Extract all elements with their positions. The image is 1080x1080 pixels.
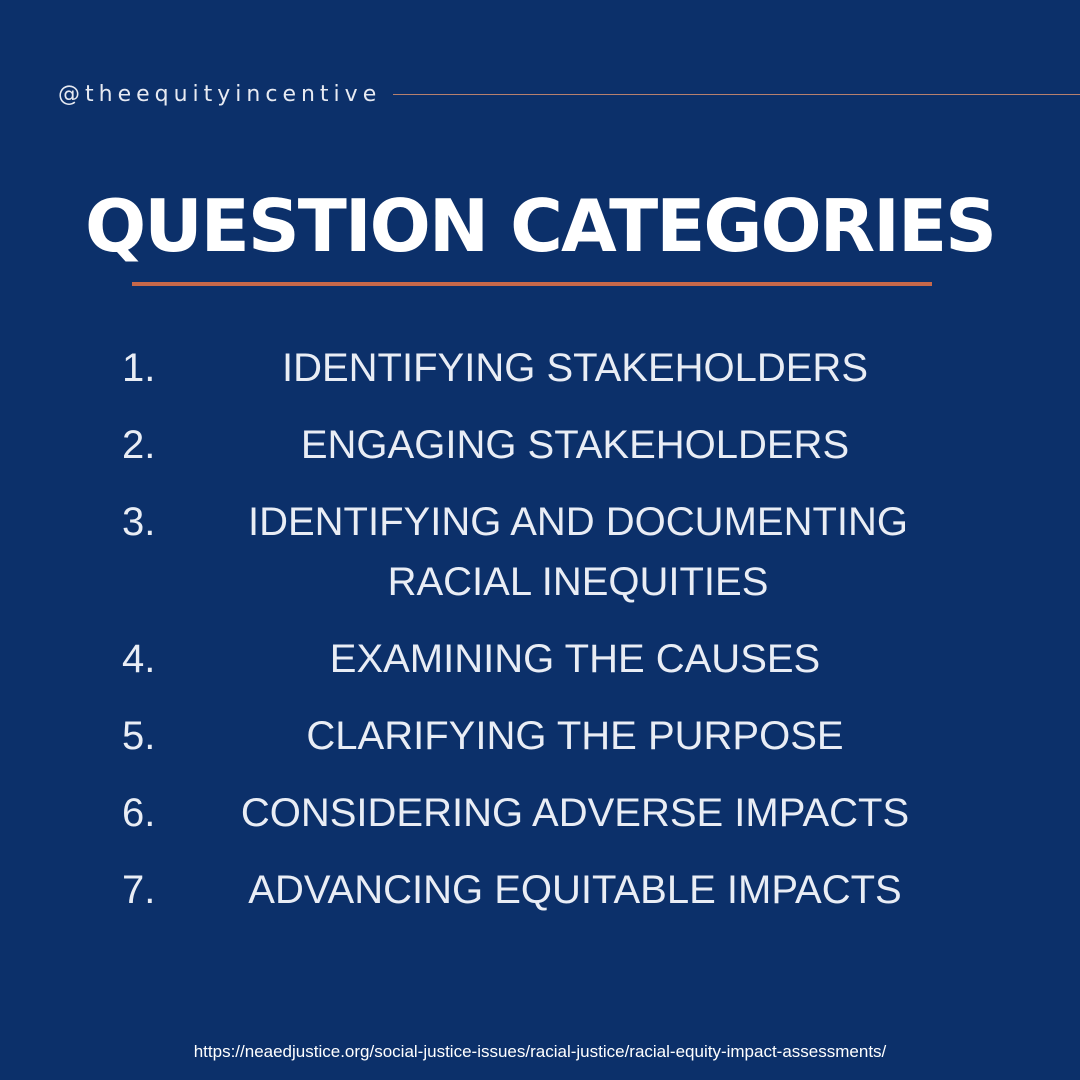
source-url: https://neaedjustice.org/social-justice-… <box>193 1042 887 1061</box>
list-item-number: 5. <box>122 714 156 758</box>
list-item-number: 2. <box>122 423 156 467</box>
list-item-number: 1. <box>122 346 156 390</box>
list-item: 4. EXAMINING THE CAUSES <box>0 629 1080 689</box>
list-item-label: CONSIDERING ADVERSE IMPACTS <box>240 791 910 835</box>
handle-divider-line <box>393 93 1080 95</box>
list-item: 5. CLARIFYING THE PURPOSE <box>0 706 1080 766</box>
page-title: QUESTION CATEGORIES <box>85 184 997 268</box>
title-underline <box>132 282 932 286</box>
list-item: 2. ENGAGING STAKEHOLDERS <box>0 415 1080 475</box>
list-item-number: 7. <box>122 868 156 912</box>
list-item-label: IDENTIFYING AND DOCUMENTING RACIAL INEQU… <box>247 500 909 604</box>
list-item-label: IDENTIFYING STAKEHOLDERS <box>281 346 868 390</box>
list-item: 1. IDENTIFYING STAKEHOLDERS <box>0 338 1080 398</box>
account-handle: @theequityincentive <box>58 81 382 107</box>
list-item-label: ADVANCING EQUITABLE IMPACTS <box>248 868 902 912</box>
list-item: 3. IDENTIFYING AND DOCUMENTING RACIAL IN… <box>0 492 1080 612</box>
list-item-number: 6. <box>122 791 156 835</box>
list-item-label: CLARIFYING THE PURPOSE <box>306 714 844 758</box>
list-item: 6. CONSIDERING ADVERSE IMPACTS <box>0 783 1080 843</box>
list-item: 7. ADVANCING EQUITABLE IMPACTS <box>0 860 1080 920</box>
handle-row: @theequityincentive <box>58 78 1080 110</box>
list-item-number: 3. <box>122 500 156 544</box>
list-item-label: ENGAGING STAKEHOLDERS <box>300 423 850 467</box>
category-list: 1. IDENTIFYING STAKEHOLDERS 2. ENGAGING … <box>0 338 1080 937</box>
list-item-label: EXAMINING THE CAUSES <box>329 637 821 681</box>
list-item-number: 4. <box>122 637 156 681</box>
